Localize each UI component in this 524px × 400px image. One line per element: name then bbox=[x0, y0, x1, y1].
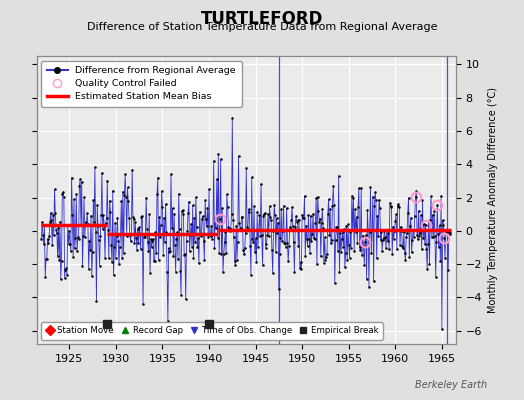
Y-axis label: Monthly Temperature Anomaly Difference (°C): Monthly Temperature Anomaly Difference (… bbox=[488, 87, 498, 313]
Text: Difference of Station Temperature Data from Regional Average: Difference of Station Temperature Data f… bbox=[87, 22, 437, 32]
Legend: Station Move, Record Gap, Time of Obs. Change, Empirical Break: Station Move, Record Gap, Time of Obs. C… bbox=[41, 322, 383, 340]
Text: TURTLEFORD: TURTLEFORD bbox=[201, 10, 323, 28]
Text: Berkeley Earth: Berkeley Earth bbox=[415, 380, 487, 390]
